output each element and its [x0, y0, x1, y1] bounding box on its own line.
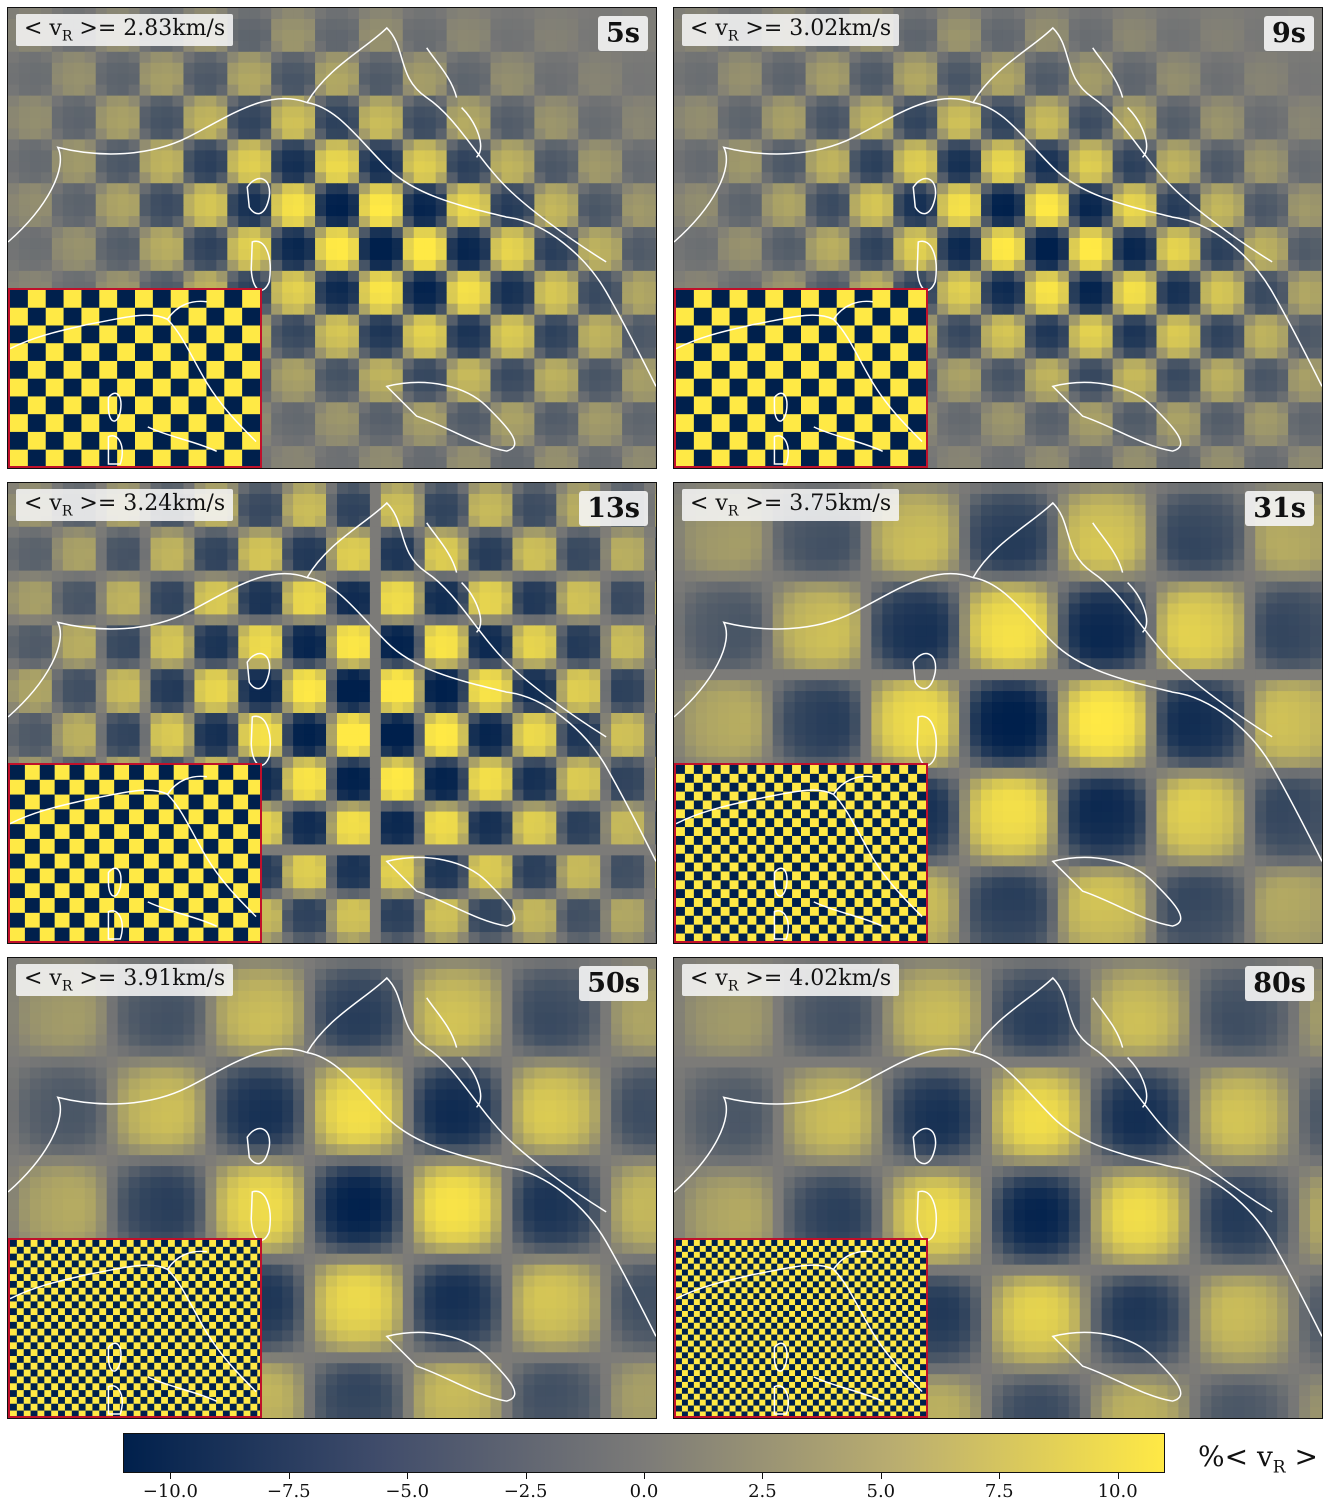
velocity-prefix: < v	[690, 491, 728, 516]
colorbar-tick-mark	[1117, 1473, 1119, 1479]
colorbar-tick-mark	[999, 1473, 1001, 1479]
velocity-subscript: R	[61, 28, 73, 45]
period-label: 13s	[579, 491, 648, 526]
colorbar-tick-mark	[407, 1473, 409, 1479]
colorbar-tick-label: −2.5	[503, 1481, 548, 1502]
colorbar-tick-label: 0.0	[629, 1481, 659, 1502]
period-label: 50s	[579, 966, 648, 1001]
velocity-prefix: < v	[24, 966, 62, 991]
velocity-subscript: R	[61, 978, 73, 995]
colorbar-tick-mark	[288, 1473, 290, 1479]
map-panel-9s: < vR >= 3.02km/s 9s	[673, 7, 1323, 469]
velocity-prefix: < v	[24, 16, 62, 41]
velocity-value: >= 4.02km/s	[738, 966, 892, 991]
colorbar-tick-mark	[644, 1473, 645, 1479]
colorbar-tick-mark	[880, 1473, 882, 1479]
coastline	[674, 976, 1322, 1402]
colorbar-tick-label: 10.0	[1097, 1481, 1138, 1502]
colorbar-tick-label: 5.0	[866, 1481, 896, 1502]
map-panel-13s: < vR >= 3.24km/s 13s	[7, 482, 657, 944]
colorbar-label: %< vR >	[1198, 1440, 1318, 1478]
input-checkerboard-inset	[674, 763, 928, 943]
coastline	[8, 976, 656, 1402]
mean-velocity-label: < vR >= 4.02km/s	[682, 964, 900, 997]
velocity-prefix: < v	[24, 491, 62, 516]
period-label: 80s	[1245, 966, 1314, 1001]
colorbar-tick-mark	[170, 1473, 172, 1479]
velocity-subscript: R	[727, 503, 739, 520]
colorbar-tick-label: 2.5	[748, 1481, 777, 1502]
period-label: 31s	[1245, 491, 1314, 526]
period-label: 5s	[598, 16, 648, 51]
coastline	[674, 26, 1322, 452]
map-panel-50s: < vR >= 3.91km/s 50s	[7, 957, 657, 1419]
velocity-value: >= 2.83km/s	[72, 16, 226, 41]
colorbar	[123, 1433, 1165, 1473]
input-checkerboard-inset	[8, 1238, 262, 1418]
velocity-value: >= 3.02km/s	[738, 16, 892, 41]
velocity-subscript: R	[727, 978, 739, 995]
mean-velocity-label: < vR >= 3.75km/s	[682, 489, 900, 522]
velocity-prefix: < v	[690, 16, 728, 41]
input-checkerboard-inset	[674, 1238, 928, 1418]
colorbar-tick-mark	[525, 1473, 527, 1479]
colorbar-tick-mark	[762, 1473, 764, 1479]
mean-velocity-label: < vR >= 2.83km/s	[16, 14, 234, 47]
velocity-subscript: R	[727, 28, 739, 45]
colorbar-tick-label: 7.5	[984, 1481, 1014, 1502]
input-checkerboard-inset	[674, 288, 928, 468]
map-panel-31s: < vR >= 3.75km/s 31s	[673, 482, 1323, 944]
input-checkerboard-inset	[8, 763, 262, 943]
map-panel-5s: < vR >= 2.83km/s 5s	[7, 7, 657, 469]
mean-velocity-label: < vR >= 3.24km/s	[16, 489, 234, 522]
period-label: 9s	[1264, 16, 1314, 51]
mean-velocity-label: < vR >= 3.91km/s	[16, 964, 234, 997]
velocity-subscript: R	[61, 503, 73, 520]
colorbar-tick-label: −10.0	[142, 1481, 198, 1502]
velocity-prefix: < v	[690, 966, 728, 991]
colorbar-gradient	[124, 1434, 1164, 1472]
colorbar-tick-label: −7.5	[266, 1481, 311, 1502]
map-panel-80s: < vR >= 4.02km/s 80s	[673, 957, 1323, 1419]
colorbar-tick-label: −5.0	[385, 1481, 430, 1502]
coastline	[8, 26, 656, 452]
input-checkerboard-inset	[8, 288, 262, 468]
velocity-value: >= 3.75km/s	[738, 491, 892, 516]
mean-velocity-label: < vR >= 3.02km/s	[682, 14, 900, 47]
velocity-value: >= 3.24km/s	[72, 491, 226, 516]
coastline	[674, 501, 1322, 927]
coastline	[8, 501, 656, 927]
velocity-value: >= 3.91km/s	[72, 966, 226, 991]
